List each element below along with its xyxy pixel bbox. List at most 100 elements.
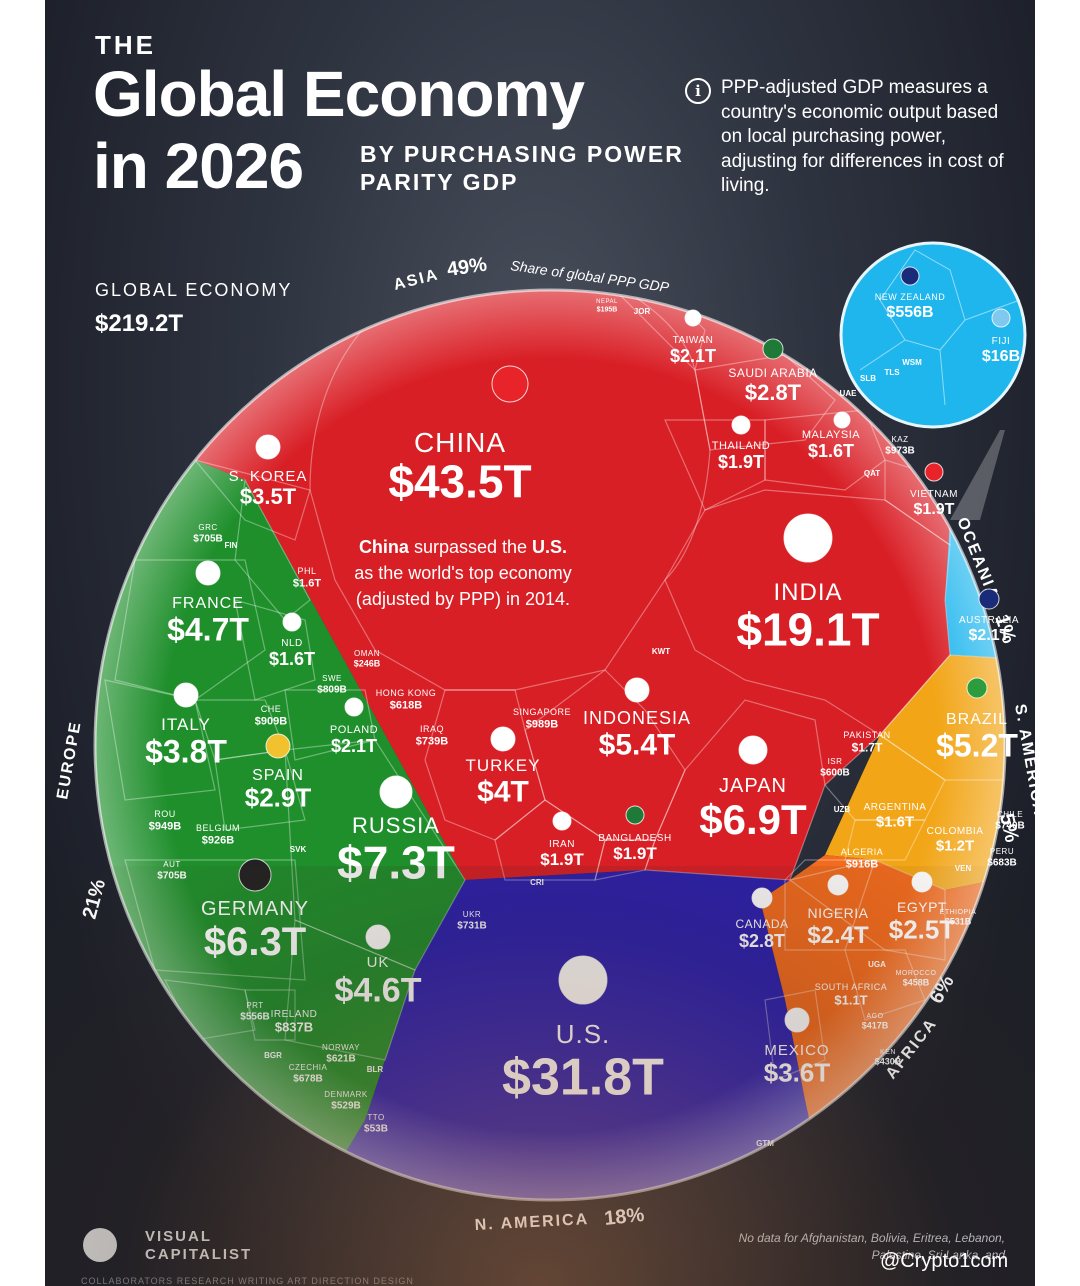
germany-flag-icon [238,858,272,892]
country-label-new-zealand: NEW ZEALAND [875,292,946,302]
small-label-wsm: WSM [902,358,922,367]
country-value-egypt: $2.5T [889,915,956,945]
country-label-malaysia: MALAYSIA [802,429,860,441]
no-data-note: No data for Afghanistan, Bolivia, Eritre… [738,1231,1005,1262]
country-value-che: $909B [255,715,287,727]
inset-connector [950,430,1005,520]
country-value-south-africa: $1.1T [834,992,867,1007]
country-value-oman: $246B [354,659,381,669]
country-value-saudi-arabia: $2.8T [745,380,802,405]
country-label-indonesia: INDONESIA [583,708,691,728]
country-value-uk: $4.6T [335,971,422,1009]
country-value-singapore: $989B [526,718,558,730]
china-note-line-1: China surpassed the U.S. [359,537,567,557]
country-label-algeria: ALGERIA [841,847,884,857]
country-value-ireland: $837B [275,1019,313,1034]
country-value-peru: $683B [987,858,1016,869]
infographic: THE Global Economy in 2026 BY PURCHASING… [45,0,1035,1286]
country-label-chile: CHILE [997,810,1023,819]
country-label-italy: ITALY [161,715,211,734]
region-share-asia: 49% [446,254,489,281]
country-label-hong-kong: HONG KONG [376,688,437,698]
small-label-qat: QAT [864,469,880,478]
country-value-spain: $2.9T [245,783,312,813]
spain-flag-icon [265,733,291,759]
small-label-gtm: GTM [756,1139,774,1148]
country-label-czechia: CZECHIA [289,1063,328,1072]
region-share-north-america: 18% [603,1204,645,1230]
country-value-new-zealand: $556B [886,304,933,321]
country-value-mexico: $3.6T [764,1058,831,1088]
country-label-uk: UK [367,954,390,971]
china-annotation: China surpassed the U.S. as the world's … [354,537,572,609]
poland-flag-icon [344,697,364,717]
country-value-indonesia: $5.4T [599,729,676,762]
country-label-colombia: COLOMBIA [927,826,984,837]
country-label-singapore: SINGAPORE [513,707,571,717]
country-label-canada: CANADA [735,917,788,931]
watermark: @Crypto1com [880,1250,1009,1272]
page-title-year: in 2026 [93,130,304,202]
country-label-spain: SPAIN [252,767,304,784]
country-label-poland: POLAND [330,724,378,736]
turkey-flag-icon [490,726,516,752]
small-label-svk: SVK [290,845,307,854]
nigeria-flag-icon [827,874,849,896]
country-value-colombia: $1.2T [936,837,974,854]
small-label-kwt: KWT [652,647,670,656]
country-value-kaz: $973B [885,446,914,457]
country-value-nepal: $195B [597,307,618,314]
visual-capitalist-logo [83,1228,117,1262]
country-value-grc: $705B [193,534,222,545]
vietnam-flag-icon [924,462,944,482]
country-value-pakistan: $1.7T [852,740,883,754]
thailand-flag-icon [731,415,751,435]
country-label-japan: JAPAN [719,775,787,797]
collaborators: COLLABORATORS RESEARCH WRITING ART DIREC… [81,1276,414,1286]
country-value-chile: $740B [995,821,1024,832]
country-label-peru: PERU [990,847,1014,856]
country-value-nigeria: $2.4T [807,922,869,949]
saudi-arabia-flag-icon [762,338,784,360]
country-value-prt: $556B [240,1012,269,1023]
country-label-thailand: THAILAND [712,440,770,452]
country-value-germany: $6.3T [204,920,306,964]
small-label-slb: SLB [860,374,876,383]
brazil-flag-icon [966,677,988,699]
russia-flag-icon [379,775,413,809]
country-value-italy: $3.8T [145,733,227,769]
page-subtitle: BY PURCHASING POWER PARITY GDP [360,141,684,195]
country-label-brazil: BRAZIL [946,711,1008,728]
info-icon: i [685,78,711,104]
country-label-ago: AGO [866,1013,883,1020]
country-label-argentina: ARGENTINA [864,802,927,813]
country-value-iran: $1.9T [540,850,584,869]
small-label-uga: UGA [868,960,886,969]
inset-borders [859,249,1021,406]
country-label-france: FRANCE [172,595,244,612]
country-label-bangladesh: BANGLADESH [598,833,671,844]
country-label-nepal: NEPAL [596,299,618,305]
country-value-belgium: $926B [202,834,234,846]
uk-flag-icon [365,924,391,950]
country-value-russia: $7.3T [337,837,455,889]
malaysia-flag-icon [833,411,851,429]
country-label-ethiopia: ETHIOPIA [940,909,977,916]
canada-flag-icon [751,887,773,909]
country-label-china: CHINA [414,427,506,458]
country-value-ken: $430B [875,1057,902,1067]
small-label-uae: UAE [840,389,858,398]
country-label-nigeria: NIGERIA [807,905,868,921]
country-value-argentina: $1.6T [876,813,914,830]
country-value-phl: $1.6T [293,577,321,589]
country-label-mexico: MEXICO [764,1042,829,1059]
country-label-iran: IRAN [549,839,575,850]
country-value-canada: $2.8T [739,931,785,951]
country-value-australia: $2.1T [969,627,1010,644]
country-value-brazil: $5.2T [936,727,1018,763]
country-value-czechia: $678B [293,1074,322,1085]
country-value-thailand: $1.9T [718,452,764,472]
global-economy-label: GLOBAL ECONOMY [95,280,293,300]
china-flag-icon [491,365,529,403]
country-label-turkey: TURKEY [466,756,541,775]
